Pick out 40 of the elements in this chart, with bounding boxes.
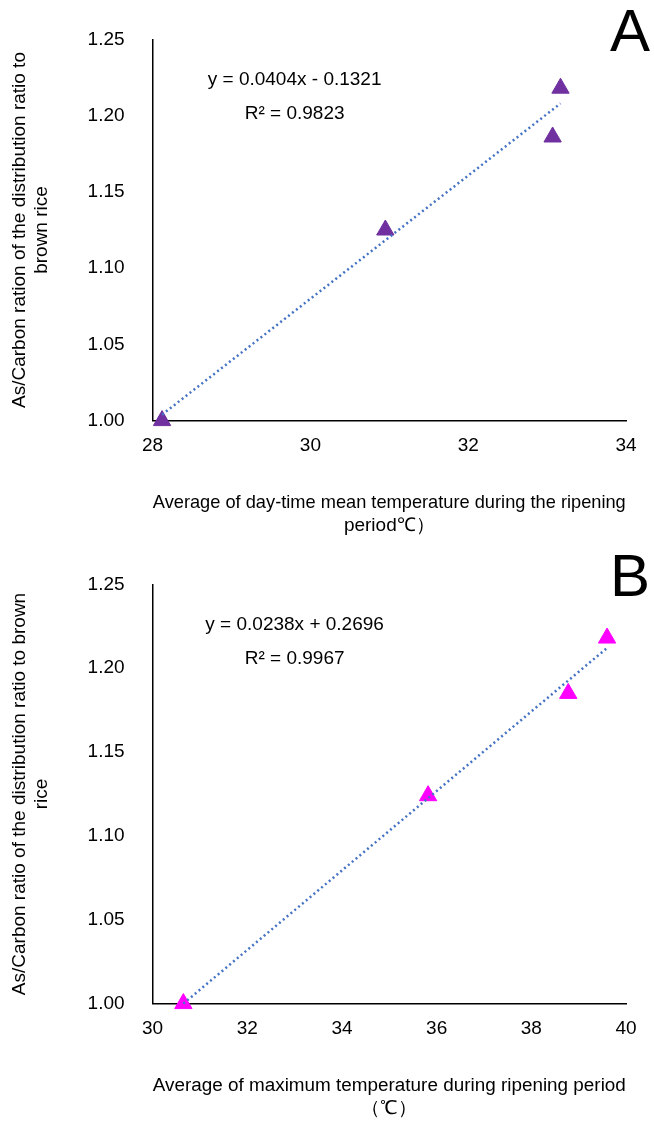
point [597, 627, 617, 644]
annotation: B [609, 541, 650, 609]
annotation: y = 0.0404x - 0.1321 [207, 67, 382, 89]
x-tick-label: 34 [331, 1017, 353, 1039]
x-tick-label: 28 [142, 434, 164, 456]
annotation: R² = 0.9967 [244, 646, 345, 668]
point [543, 126, 562, 143]
point [551, 77, 570, 94]
annotation: y = 0.0238x + 0.2696 [205, 612, 384, 634]
x-axis-title: Average of maximum temperature during ripening period （℃） [152, 1073, 626, 1118]
y-tick-label: 1.10 [87, 824, 125, 846]
point [559, 682, 578, 699]
y-tick-label: 1.25 [87, 572, 125, 594]
point [376, 219, 395, 236]
y-tick-label: 1.05 [87, 332, 125, 354]
y-axis-title: As/Carbon ratio of the distribution ratio to brown rice [7, 592, 52, 996]
y-tick-label: 1.20 [87, 103, 125, 125]
x-tick-label: 32 [457, 434, 479, 456]
x-tick-label: 38 [520, 1017, 542, 1039]
y-tick-label: 1.15 [87, 180, 125, 202]
x-tick-label: 30 [142, 1017, 164, 1039]
x-tick-label: 32 [236, 1017, 258, 1039]
y-tick-label: 1.00 [87, 408, 125, 430]
x-tick-label: 34 [615, 434, 637, 456]
x-axis-title: Average of day-time mean temperature during the ripening period℃） [152, 490, 626, 535]
y-tick-label: 1.20 [87, 656, 125, 678]
y-axis-title: As/Carbon ration of the distribution ratio to brown rice [7, 52, 52, 408]
x-tick-label: 30 [299, 434, 321, 456]
point [418, 785, 438, 802]
y-tick-label: 1.10 [87, 256, 125, 278]
y-tick-label: 1.25 [87, 27, 125, 49]
annotation: R² = 0.9823 [244, 101, 345, 123]
x-tick-label: 36 [426, 1017, 448, 1039]
point [152, 410, 172, 427]
y-tick-label: 1.15 [87, 740, 125, 762]
y-tick-label: 1.00 [87, 991, 125, 1013]
x-tick-label: 40 [615, 1017, 637, 1039]
y-tick-label: 1.05 [87, 907, 125, 929]
annotation: A [609, 0, 650, 64]
point [174, 993, 193, 1010]
